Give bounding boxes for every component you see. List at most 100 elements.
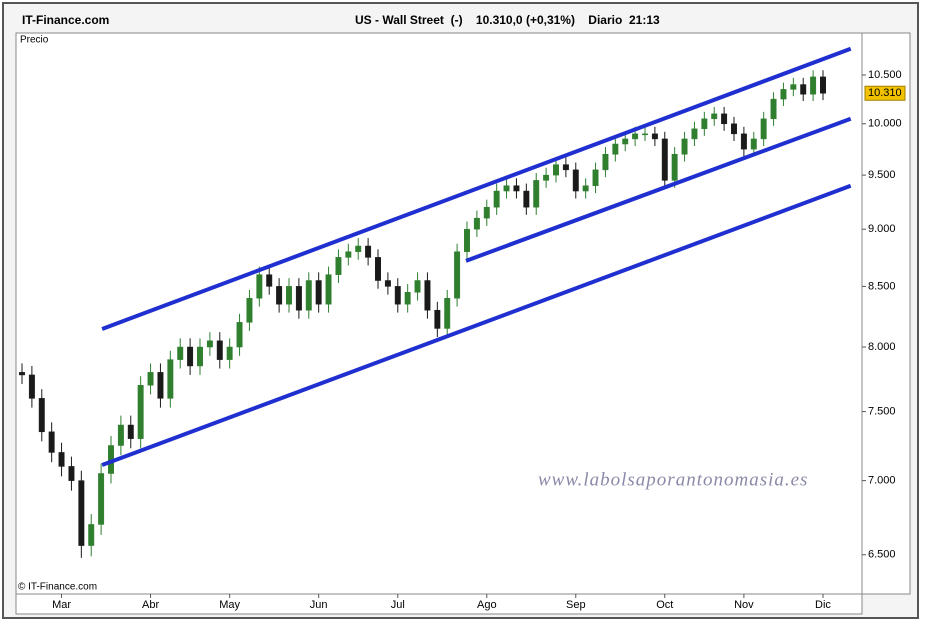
candle-body [246, 297, 253, 323]
candle-body [286, 286, 292, 305]
y-tick-label: 7.000 [868, 475, 896, 487]
candle-body [295, 286, 302, 311]
candle-body [256, 274, 263, 299]
x-axis-area [15, 593, 863, 615]
x-tick-label: Dic [815, 599, 831, 611]
candle-body [760, 118, 767, 140]
candle-body [503, 185, 510, 192]
x-tick-label: May [219, 599, 240, 611]
candle-body [365, 245, 372, 258]
candle-body [464, 228, 470, 252]
candle-body [810, 76, 817, 95]
candle-body [444, 297, 451, 329]
candle-body [147, 372, 154, 386]
candle-body [315, 280, 322, 305]
candle-body [38, 398, 45, 433]
candle-body [226, 346, 233, 360]
x-tick-label: Oct [656, 599, 673, 611]
candle-body [622, 138, 629, 145]
candle-body [305, 280, 312, 311]
candle-body [345, 251, 352, 258]
copyright: © IT-Finance.com [18, 582, 97, 593]
candle-body [117, 424, 124, 446]
candle-body [404, 292, 411, 305]
y-tick-label: 9.500 [868, 169, 896, 181]
candle-body [642, 133, 648, 136]
y-tick-label: 7.500 [868, 406, 896, 418]
candle-body [266, 274, 273, 287]
candle-body [533, 180, 540, 208]
candle-body [543, 174, 550, 181]
candle-body [88, 524, 95, 546]
candle-body [572, 169, 579, 192]
candle-body [513, 185, 520, 192]
candle-body [98, 473, 105, 525]
last-price-box [864, 85, 906, 101]
watermark: www.labolsaporantonomasia.es [538, 469, 808, 490]
candle-body [68, 466, 75, 481]
candle-body [434, 309, 441, 329]
candle-body [177, 346, 184, 360]
trend-line [101, 183, 852, 467]
y-tick-label: 8.500 [868, 280, 896, 292]
candle-body [375, 257, 381, 281]
candle-body [48, 431, 55, 453]
candle-body [691, 128, 698, 140]
x-tick-label: Jul [391, 599, 405, 611]
candle-body [157, 372, 164, 399]
candle-body [740, 133, 747, 150]
candle-body [167, 359, 174, 399]
candle-body [750, 138, 757, 150]
y-tick-label: 8.000 [868, 341, 896, 353]
trend-line [101, 46, 852, 331]
candle-body [414, 280, 421, 293]
y-tick-label: 10.000 [868, 118, 902, 130]
candle-body [78, 480, 85, 546]
candle-body [493, 190, 500, 208]
candle-body [592, 169, 599, 186]
candle-body [800, 84, 807, 95]
candle-body [602, 154, 609, 171]
candle-body [394, 286, 401, 305]
candle-body [523, 190, 530, 208]
candle-body [28, 374, 35, 399]
candle-body [355, 245, 362, 252]
candle-body [236, 322, 243, 348]
x-tick-label: Ago [477, 599, 497, 611]
last-price-label: 10.310 [868, 87, 902, 99]
candle-body [553, 164, 559, 176]
candle-body [424, 280, 431, 311]
candle-body [701, 118, 708, 130]
candle-body [711, 113, 718, 120]
candle-body [562, 164, 569, 171]
candle-body [473, 217, 480, 230]
candle-body [582, 185, 589, 192]
y-tick-label: 10.500 [868, 69, 902, 81]
candle-body [770, 98, 777, 120]
candle-body [19, 372, 25, 376]
candle-body [681, 138, 688, 155]
candle-body [790, 84, 797, 90]
candle-body [671, 154, 678, 181]
candle-body [651, 133, 658, 140]
candle-body [612, 143, 619, 155]
candle-body [721, 113, 728, 125]
candle-body [661, 138, 668, 181]
candle-body [384, 280, 391, 287]
candle-body [820, 76, 826, 94]
candle-body [206, 340, 213, 348]
candle-body [58, 452, 65, 467]
trend-line [465, 116, 852, 263]
x-tick-label: Abr [142, 599, 159, 611]
candle-body [127, 424, 134, 439]
candle-body [454, 251, 461, 299]
x-tick-label: Nov [734, 599, 754, 611]
y-tick-label: 9.000 [868, 223, 896, 235]
chart-title: US - Wall Street (-) 10.310,0 (+0,31%) D… [355, 13, 660, 27]
candle-body [325, 274, 332, 305]
candle-body [197, 346, 203, 367]
candle-body [216, 340, 223, 360]
x-tick-label: Jun [310, 599, 328, 611]
candle-body [187, 346, 194, 367]
